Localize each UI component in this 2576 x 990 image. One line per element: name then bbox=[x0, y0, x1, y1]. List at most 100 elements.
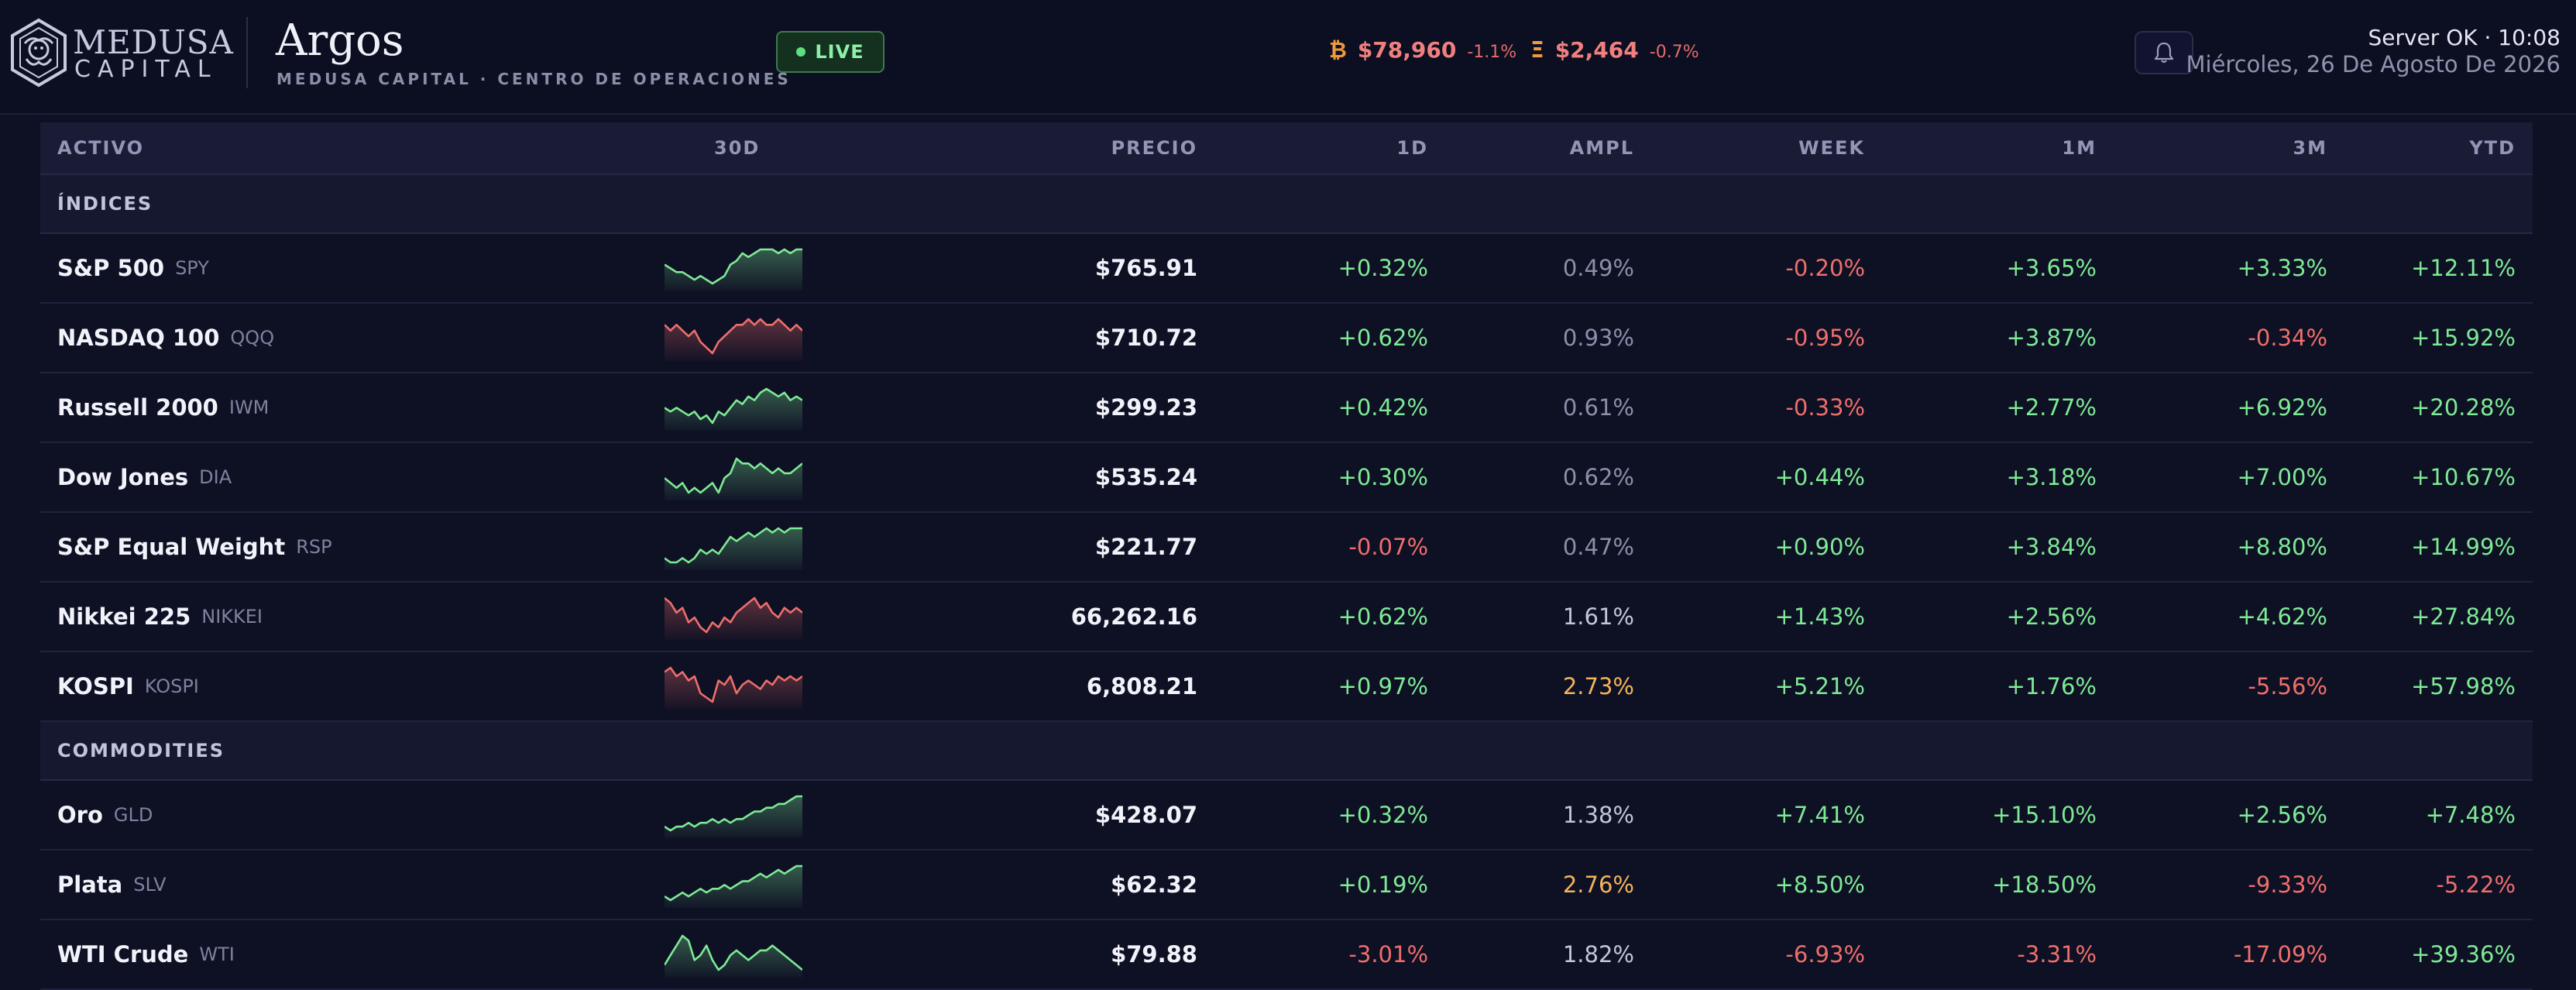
table-row[interactable]: Plata SLV $62.32 +0.19% 2.76% +8.50% +18.50% -9… bbox=[40, 851, 2533, 920]
sparkline-area bbox=[665, 249, 802, 291]
amplitude-cell: 2.73% bbox=[1562, 673, 1634, 700]
sparkline-line bbox=[665, 248, 802, 285]
ticker-eth[interactable]: Ξ $2,464 -0.7% bbox=[1530, 37, 1699, 63]
asset-name: WTI Crude bbox=[57, 941, 189, 968]
table-body: ÍNDICES S&P 500 SPY $765.91 +0.32% 0.49% -0.20… bbox=[40, 175, 2533, 990]
change-3m-cell: -17.09% bbox=[2233, 941, 2327, 968]
col-30d[interactable]: 30D bbox=[714, 137, 761, 159]
change-1d-cell: -3.01% bbox=[1348, 941, 1428, 968]
ticker-btc[interactable]: ₿ $78,960 -1.1% bbox=[1329, 37, 1516, 63]
amplitude-cell: 2.76% bbox=[1562, 871, 1634, 898]
table-row[interactable]: Nikkei 225 NIKKEI 66,262.16 +0.62% 1.61% +1.4… bbox=[40, 583, 2533, 652]
price-cell: $62.32 bbox=[1111, 871, 1197, 898]
server-status: Server OK · 10:08 bbox=[2368, 25, 2561, 50]
change-1d-cell: +0.62% bbox=[1338, 325, 1428, 351]
amplitude-cell: 0.61% bbox=[1562, 394, 1634, 421]
asset-cell: WTI Crude WTI bbox=[57, 920, 235, 988]
table-header: ACTIVO 30D PRECIO 1D AMPL WEEK 1M 3M YTD bbox=[40, 122, 2533, 175]
asset-ticker: GLD bbox=[113, 804, 153, 826]
table-row[interactable]: Dow Jones DIA $535.24 +0.30% 0.62% +0.44% +3.1… bbox=[40, 443, 2533, 513]
sparkline-area bbox=[665, 796, 802, 838]
price-cell: $535.24 bbox=[1094, 464, 1197, 490]
asset-ticker: QQQ bbox=[230, 327, 275, 349]
sparkline-area bbox=[665, 936, 802, 978]
col-precio[interactable]: PRECIO bbox=[1111, 137, 1197, 159]
sparkline-30d bbox=[665, 457, 802, 500]
change-week-cell: +8.50% bbox=[1774, 871, 1865, 898]
brand-name-top: MEDUSA bbox=[73, 23, 234, 61]
change-ytd-cell: +57.98% bbox=[2411, 673, 2516, 700]
price-cell: $221.77 bbox=[1094, 534, 1197, 560]
change-ytd-cell: +20.28% bbox=[2411, 394, 2516, 421]
sparkline-30d bbox=[665, 248, 802, 291]
notifications-button[interactable] bbox=[2135, 31, 2193, 74]
asset-cell: S&P Equal Weight RSP bbox=[57, 513, 332, 581]
sparkline-30d bbox=[665, 934, 802, 978]
change-week-cell: +0.90% bbox=[1774, 534, 1865, 560]
change-week-cell: -0.95% bbox=[1785, 325, 1865, 351]
asset-cell: Dow Jones DIA bbox=[57, 443, 232, 511]
sparkline-30d bbox=[665, 666, 802, 710]
header-divider bbox=[246, 17, 248, 88]
sparkline-30d bbox=[665, 387, 802, 431]
asset-ticker: IWM bbox=[228, 397, 270, 418]
table-row[interactable]: NASDAQ 100 QQQ $710.72 +0.62% 0.93% -0.95% +3.… bbox=[40, 304, 2533, 373]
change-1m-cell: +2.56% bbox=[2006, 603, 2097, 630]
asset-ticker: WTI bbox=[199, 944, 235, 965]
change-week-cell: -6.93% bbox=[1785, 941, 1865, 968]
col-3m[interactable]: 3M bbox=[2293, 137, 2327, 159]
table-row[interactable]: Russell 2000 IWM $299.23 +0.42% 0.61% -0.33% +… bbox=[40, 373, 2533, 443]
col-1m[interactable]: 1M bbox=[2062, 137, 2097, 159]
top-header: MEDUSA CAPITAL Argos MEDUSA CAPITAL · CE… bbox=[0, 0, 2576, 115]
asset-name: Russell 2000 bbox=[57, 394, 218, 421]
change-1m-cell: +3.84% bbox=[2006, 534, 2097, 560]
ticker-change: -1.1% bbox=[1467, 43, 1517, 62]
col-ytd[interactable]: YTD bbox=[2469, 137, 2516, 159]
table-row[interactable]: S&P 500 SPY $765.91 +0.32% 0.49% -0.20% +3.65%… bbox=[40, 234, 2533, 304]
sparkline-30d bbox=[665, 795, 802, 838]
asset-cell: Nikkei 225 NIKKEI bbox=[57, 583, 263, 651]
change-1d-cell: +0.62% bbox=[1338, 603, 1428, 630]
price-cell: $299.23 bbox=[1094, 394, 1197, 421]
amplitude-cell: 1.61% bbox=[1562, 603, 1634, 630]
amplitude-cell: 0.49% bbox=[1562, 255, 1634, 281]
change-week-cell: +0.44% bbox=[1774, 464, 1865, 490]
asset-ticker: NIKKEI bbox=[201, 606, 263, 627]
amplitude-cell: 1.82% bbox=[1562, 941, 1634, 968]
table-row[interactable]: S&P Equal Weight RSP $221.77 -0.07% 0.47% +0.… bbox=[40, 513, 2533, 583]
change-1d-cell: +0.32% bbox=[1338, 255, 1428, 281]
change-3m-cell: +8.80% bbox=[2237, 534, 2327, 560]
sparkline-line bbox=[665, 318, 802, 355]
sparkline-line bbox=[665, 527, 802, 564]
table-row[interactable]: Oro GLD $428.07 +0.32% 1.38% +7.41% +15.10% +2.… bbox=[40, 781, 2533, 851]
amplitude-cell: 0.47% bbox=[1562, 534, 1634, 560]
change-1m-cell: +2.77% bbox=[2006, 394, 2097, 421]
change-3m-cell: +6.92% bbox=[2237, 394, 2327, 421]
ticker-change: -0.7% bbox=[1649, 43, 1699, 62]
price-cell: 66,262.16 bbox=[1070, 603, 1197, 630]
change-1m-cell: +3.87% bbox=[2006, 325, 2097, 351]
change-week-cell: -0.20% bbox=[1785, 255, 1865, 281]
asset-cell: Oro GLD bbox=[57, 781, 153, 849]
col-activo[interactable]: ACTIVO bbox=[57, 137, 145, 159]
change-ytd-cell: +12.11% bbox=[2411, 255, 2516, 281]
change-1m-cell: +18.50% bbox=[1992, 871, 2097, 898]
col-ampl[interactable]: AMPL bbox=[1569, 137, 1634, 159]
bell-icon bbox=[2154, 42, 2174, 64]
amplitude-cell: 0.62% bbox=[1562, 464, 1634, 490]
sparkline-area bbox=[665, 668, 802, 710]
section-header: COMMODITIES bbox=[40, 722, 2533, 781]
change-1m-cell: +3.65% bbox=[2006, 255, 2097, 281]
change-1m-cell: -3.31% bbox=[2017, 941, 2097, 968]
sparkline-line bbox=[665, 387, 802, 425]
asset-cell: S&P 500 SPY bbox=[57, 234, 209, 302]
table-row[interactable]: KOSPI KOSPI 6,808.21 +0.97% 2.73% +5.21% +1.76… bbox=[40, 652, 2533, 722]
app-title: Argos bbox=[276, 15, 404, 66]
price-cell: $79.88 bbox=[1111, 941, 1197, 968]
table-row[interactable]: WTI Crude WTI $79.88 -3.01% 1.82% -6.93% -3.31… bbox=[40, 920, 2533, 990]
col-week[interactable]: WEEK bbox=[1798, 137, 1865, 159]
col-1d[interactable]: 1D bbox=[1396, 137, 1428, 159]
asset-ticker: DIA bbox=[199, 466, 232, 488]
change-ytd-cell: -5.22% bbox=[2436, 871, 2516, 898]
asset-name: KOSPI bbox=[57, 673, 134, 700]
